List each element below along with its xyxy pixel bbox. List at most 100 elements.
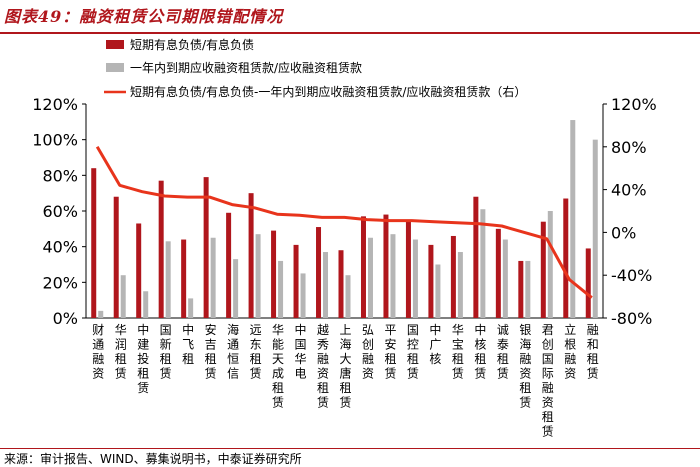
x-category-text: 华宝租赁 <box>452 323 464 381</box>
x-category-label: 平安租赁 <box>384 323 396 381</box>
x-category-label: 中广核 <box>429 322 441 366</box>
x-category-text: 越秀融资租赁 <box>317 323 329 410</box>
x-category-label: 华能天成租赁 <box>272 323 284 410</box>
x-axis-labels: 财通融资华润租赁中建投租赁国新租赁中飞租安吉租赁海通恒信远东租赁华能天成租赁中国… <box>92 322 599 439</box>
page-title: 图表49：融资租赁公司期限错配情况 <box>4 7 284 26</box>
x-category-text: 中广核 <box>429 322 441 366</box>
x-category-label: 中核租赁 <box>474 322 486 381</box>
right-tick-label: 40% <box>611 181 647 200</box>
title-divider <box>0 32 700 34</box>
bar-short-debt <box>181 239 187 318</box>
bar-receivables <box>390 234 396 318</box>
x-category-text: 国控租赁 <box>407 323 419 381</box>
x-category-label: 银海融资租赁 <box>519 323 531 410</box>
x-category-text: 立根融资 <box>564 322 576 381</box>
bar-short-debt <box>585 248 591 318</box>
bar-receivables <box>592 139 598 318</box>
bar-receivables <box>278 260 284 318</box>
x-category-label: 国控租赁 <box>407 323 419 381</box>
legend-swatch-short-debt <box>106 40 124 49</box>
bar-short-debt <box>226 212 232 318</box>
bar-short-debt <box>248 193 254 318</box>
bar-receivables <box>188 298 194 318</box>
bar-receivables <box>457 252 463 318</box>
bar-receivables <box>98 310 104 318</box>
bar-receivables <box>233 259 239 318</box>
bar-receivables <box>480 209 486 318</box>
x-category-text: 华能天成租赁 <box>272 323 284 410</box>
x-category-text: 中建投租赁 <box>137 322 149 395</box>
bar-receivables <box>323 252 329 318</box>
legend: 短期有息负债/有息负债 一年内到期应收融资租赁款/应收融资租赁款 短期有息负债/… <box>104 37 526 99</box>
bar-receivables <box>210 237 216 318</box>
axes: 0% 20% 40% 60% 80% 100% 120% -80% -40% 0% 40% 80% 12… <box>32 95 657 328</box>
x-category-text: 中飞租 <box>182 322 194 366</box>
right-tick-label: 0% <box>611 223 636 242</box>
x-category-text: 远东租赁 <box>250 323 262 381</box>
x-category-label: 上海大唐租赁 <box>339 323 351 410</box>
bar-receivables <box>165 241 171 318</box>
bar-receivables <box>525 260 531 318</box>
line-series <box>95 146 593 299</box>
bar-short-debt <box>428 244 434 318</box>
bars <box>91 120 598 318</box>
left-tick-label: 60% <box>42 202 78 221</box>
bar-receivables <box>255 234 261 318</box>
x-category-text: 中国华电 <box>295 322 307 381</box>
x-category-label: 融和租赁 <box>587 323 599 381</box>
x-category-text: 融和租赁 <box>587 323 599 381</box>
bar-short-debt <box>360 216 366 318</box>
x-category-text: 华润租赁 <box>115 323 127 381</box>
left-tick-label: 80% <box>42 166 78 185</box>
bar-short-debt <box>450 235 456 318</box>
x-category-label: 远东租赁 <box>250 323 262 381</box>
x-category-text: 平安租赁 <box>384 323 396 381</box>
bar-short-debt <box>338 250 344 318</box>
bar-short-debt <box>405 221 411 318</box>
bar-short-debt <box>91 168 97 318</box>
x-category-text: 中核租赁 <box>474 322 486 381</box>
bar-receivables <box>547 211 553 318</box>
bar-short-debt <box>540 221 546 318</box>
bar-short-debt <box>136 223 142 318</box>
right-tick-label: 80% <box>611 138 647 157</box>
bar-receivables <box>502 239 508 318</box>
bar-short-debt <box>473 196 479 318</box>
x-category-label: 立根融资 <box>564 322 576 381</box>
bar-short-debt <box>383 214 389 318</box>
x-category-label: 君创国际融资租赁 <box>542 323 554 439</box>
x-category-label: 诚泰租赁 <box>497 323 509 381</box>
left-tick-label: 100% <box>32 131 78 150</box>
left-tick-label: 0% <box>53 309 78 328</box>
left-tick-label: 40% <box>42 238 78 257</box>
x-category-label: 中国华电 <box>295 322 307 381</box>
right-tick-label: -80% <box>611 309 652 328</box>
bar-receivables <box>367 237 373 318</box>
x-category-text: 银海融资租赁 <box>519 323 531 410</box>
right-tick-label: -40% <box>611 266 652 285</box>
line-mismatch <box>95 146 593 299</box>
bar-short-debt <box>518 260 524 318</box>
x-category-label: 安吉租赁 <box>205 322 217 381</box>
x-category-label: 中飞租 <box>182 322 194 366</box>
x-category-label: 国新租赁 <box>160 323 172 381</box>
x-category-label: 财通融资 <box>92 323 104 381</box>
x-category-text: 上海大唐租赁 <box>339 323 351 410</box>
legend-label-receivables: 一年内到期应收融资租赁款/应收融资租赁款 <box>130 60 362 75</box>
bar-receivables <box>300 273 306 318</box>
bar-short-debt <box>316 227 322 318</box>
left-tick-label: 20% <box>42 273 78 292</box>
bar-short-debt <box>203 177 209 318</box>
x-category-label: 弘创融资 <box>362 323 374 381</box>
x-category-text: 弘创融资 <box>362 323 374 381</box>
bar-short-debt <box>293 244 299 318</box>
x-category-text: 诚泰租赁 <box>497 323 509 381</box>
bar-short-debt <box>113 196 119 318</box>
x-category-label: 海通恒信 <box>227 322 239 381</box>
x-category-label: 华润租赁 <box>115 323 127 381</box>
x-category-label: 华宝租赁 <box>452 323 464 381</box>
legend-swatch-receivables <box>106 63 124 72</box>
right-tick-label: 120% <box>611 95 657 114</box>
bar-receivables <box>435 264 441 318</box>
left-tick-label: 120% <box>32 95 78 114</box>
